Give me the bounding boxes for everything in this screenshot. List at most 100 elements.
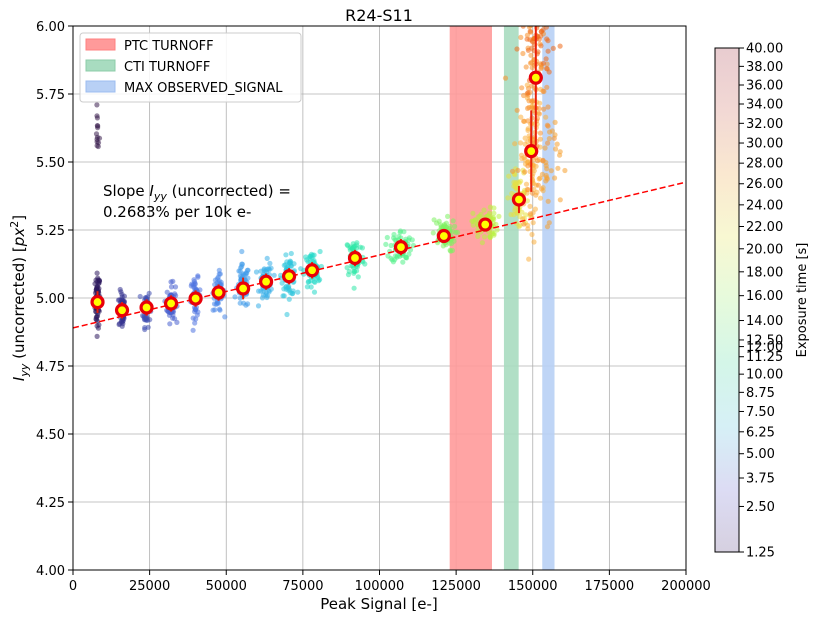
scatter-point <box>452 223 458 229</box>
scatter-point <box>524 186 530 193</box>
mean-marker <box>258 274 274 289</box>
scatter-point <box>537 130 544 136</box>
scatter-point <box>546 136 553 142</box>
colorbar-tick-label: 3.75 <box>746 472 775 487</box>
scatter-point <box>527 26 534 29</box>
scatter-point <box>216 280 222 286</box>
scatter-point <box>487 234 493 241</box>
scatter-point <box>430 230 436 236</box>
scatter-point <box>210 307 216 313</box>
scatter-point <box>244 267 250 273</box>
scatter-point <box>94 123 100 129</box>
scatter-point <box>469 218 475 224</box>
scatter-point <box>522 156 528 162</box>
legend-box <box>79 32 302 103</box>
scatter-point <box>525 105 531 111</box>
y-axis-label-sup: 2 <box>8 221 21 228</box>
scatter-point <box>354 268 360 274</box>
scatter-point <box>527 203 533 209</box>
scatter-point <box>526 256 532 262</box>
y-tick-label: 4.50 <box>36 428 65 443</box>
scatter-point <box>308 284 314 290</box>
y-axis-label-sub: yy <box>18 363 31 378</box>
scatter-point <box>545 48 551 54</box>
scatter-point <box>190 327 196 333</box>
x-tick-label: 50000 <box>206 579 247 594</box>
scatter-point <box>494 227 500 233</box>
x-tick-label: 0 <box>69 579 77 594</box>
vspan-cti-turnoff <box>503 26 519 570</box>
scatter-point <box>232 294 238 300</box>
scatter-point <box>168 279 174 285</box>
y-tick-label: 5.00 <box>36 292 65 307</box>
colorbar-tick-label: 32.00 <box>746 117 783 132</box>
scatter-point <box>450 218 456 224</box>
scatter-point <box>137 293 143 300</box>
scatter-point <box>542 145 548 151</box>
scatter-point <box>443 224 450 230</box>
scatter-point <box>286 296 292 302</box>
scatter-point <box>524 11 529 16</box>
scatter-point <box>557 149 563 155</box>
scatter-point <box>553 21 558 26</box>
scatter-point <box>540 60 547 66</box>
scatter-point <box>543 178 549 184</box>
fit-line <box>73 181 686 329</box>
slope-annotation-line2: 0.2683% per 10k e- <box>103 203 251 221</box>
scatter-point <box>502 75 509 81</box>
scatter-point <box>521 118 527 124</box>
scatter-point <box>550 45 556 52</box>
scatter-point <box>278 272 284 278</box>
scatter-point <box>168 284 175 290</box>
scatter-point <box>525 163 531 169</box>
scatter-point <box>304 257 310 263</box>
scatter-point <box>508 211 514 218</box>
scatter-point <box>195 309 201 315</box>
colorbar-tick-label: 36.00 <box>746 79 783 94</box>
colorbar: 1.252.503.755.006.257.508.7510.0011.2512… <box>714 42 810 561</box>
scatter-point <box>388 242 394 249</box>
scatter-point <box>544 36 550 42</box>
scatter-point <box>487 204 493 210</box>
scatter-point <box>552 132 558 138</box>
scatter-point <box>450 228 456 235</box>
scatter-point <box>524 198 531 204</box>
colorbar-tick-label: 12.50 <box>746 333 783 348</box>
scatter-point <box>528 10 533 15</box>
scatter-point <box>117 286 123 293</box>
scatter-point <box>520 26 526 29</box>
colorbar-tick-label: 26.00 <box>746 177 783 192</box>
mean-marker <box>304 263 320 278</box>
fit-line-path <box>73 181 686 329</box>
scatter-point <box>406 251 412 257</box>
scatter-point <box>147 317 153 323</box>
legend-swatch-cti <box>85 59 116 72</box>
scatter-point <box>164 289 170 295</box>
scatter-point <box>288 250 294 257</box>
scatter-point <box>95 325 101 331</box>
scatter-point <box>528 52 534 58</box>
scatter-point <box>531 239 537 245</box>
scatter-point <box>288 259 294 265</box>
x-tick-label: 125000 <box>431 579 481 594</box>
scatter-point <box>317 277 323 283</box>
scatter-point <box>547 129 553 135</box>
x-tick-label: 75000 <box>282 579 323 594</box>
scatter-point <box>514 46 520 52</box>
y-tick-label: 4.00 <box>36 564 65 579</box>
mean-marker <box>281 269 297 284</box>
scatter-point <box>253 269 260 275</box>
scatter-point <box>536 3 541 8</box>
scatter-point <box>403 254 409 261</box>
scatter-point <box>267 260 273 266</box>
scatter-point <box>541 14 546 19</box>
scatter-point <box>555 165 561 171</box>
scatter-point <box>520 50 526 57</box>
scatter-point <box>535 182 541 188</box>
scatter-point <box>537 100 543 106</box>
mean-marker <box>436 228 451 244</box>
x-tick-label: 175000 <box>585 579 635 594</box>
legend: PTC TURNOFF CTI TURNOFF MAX OBSERVED_SIG… <box>79 32 302 103</box>
colorbar-tick-label: 12.00 <box>746 340 783 355</box>
scatter-point <box>516 180 523 186</box>
